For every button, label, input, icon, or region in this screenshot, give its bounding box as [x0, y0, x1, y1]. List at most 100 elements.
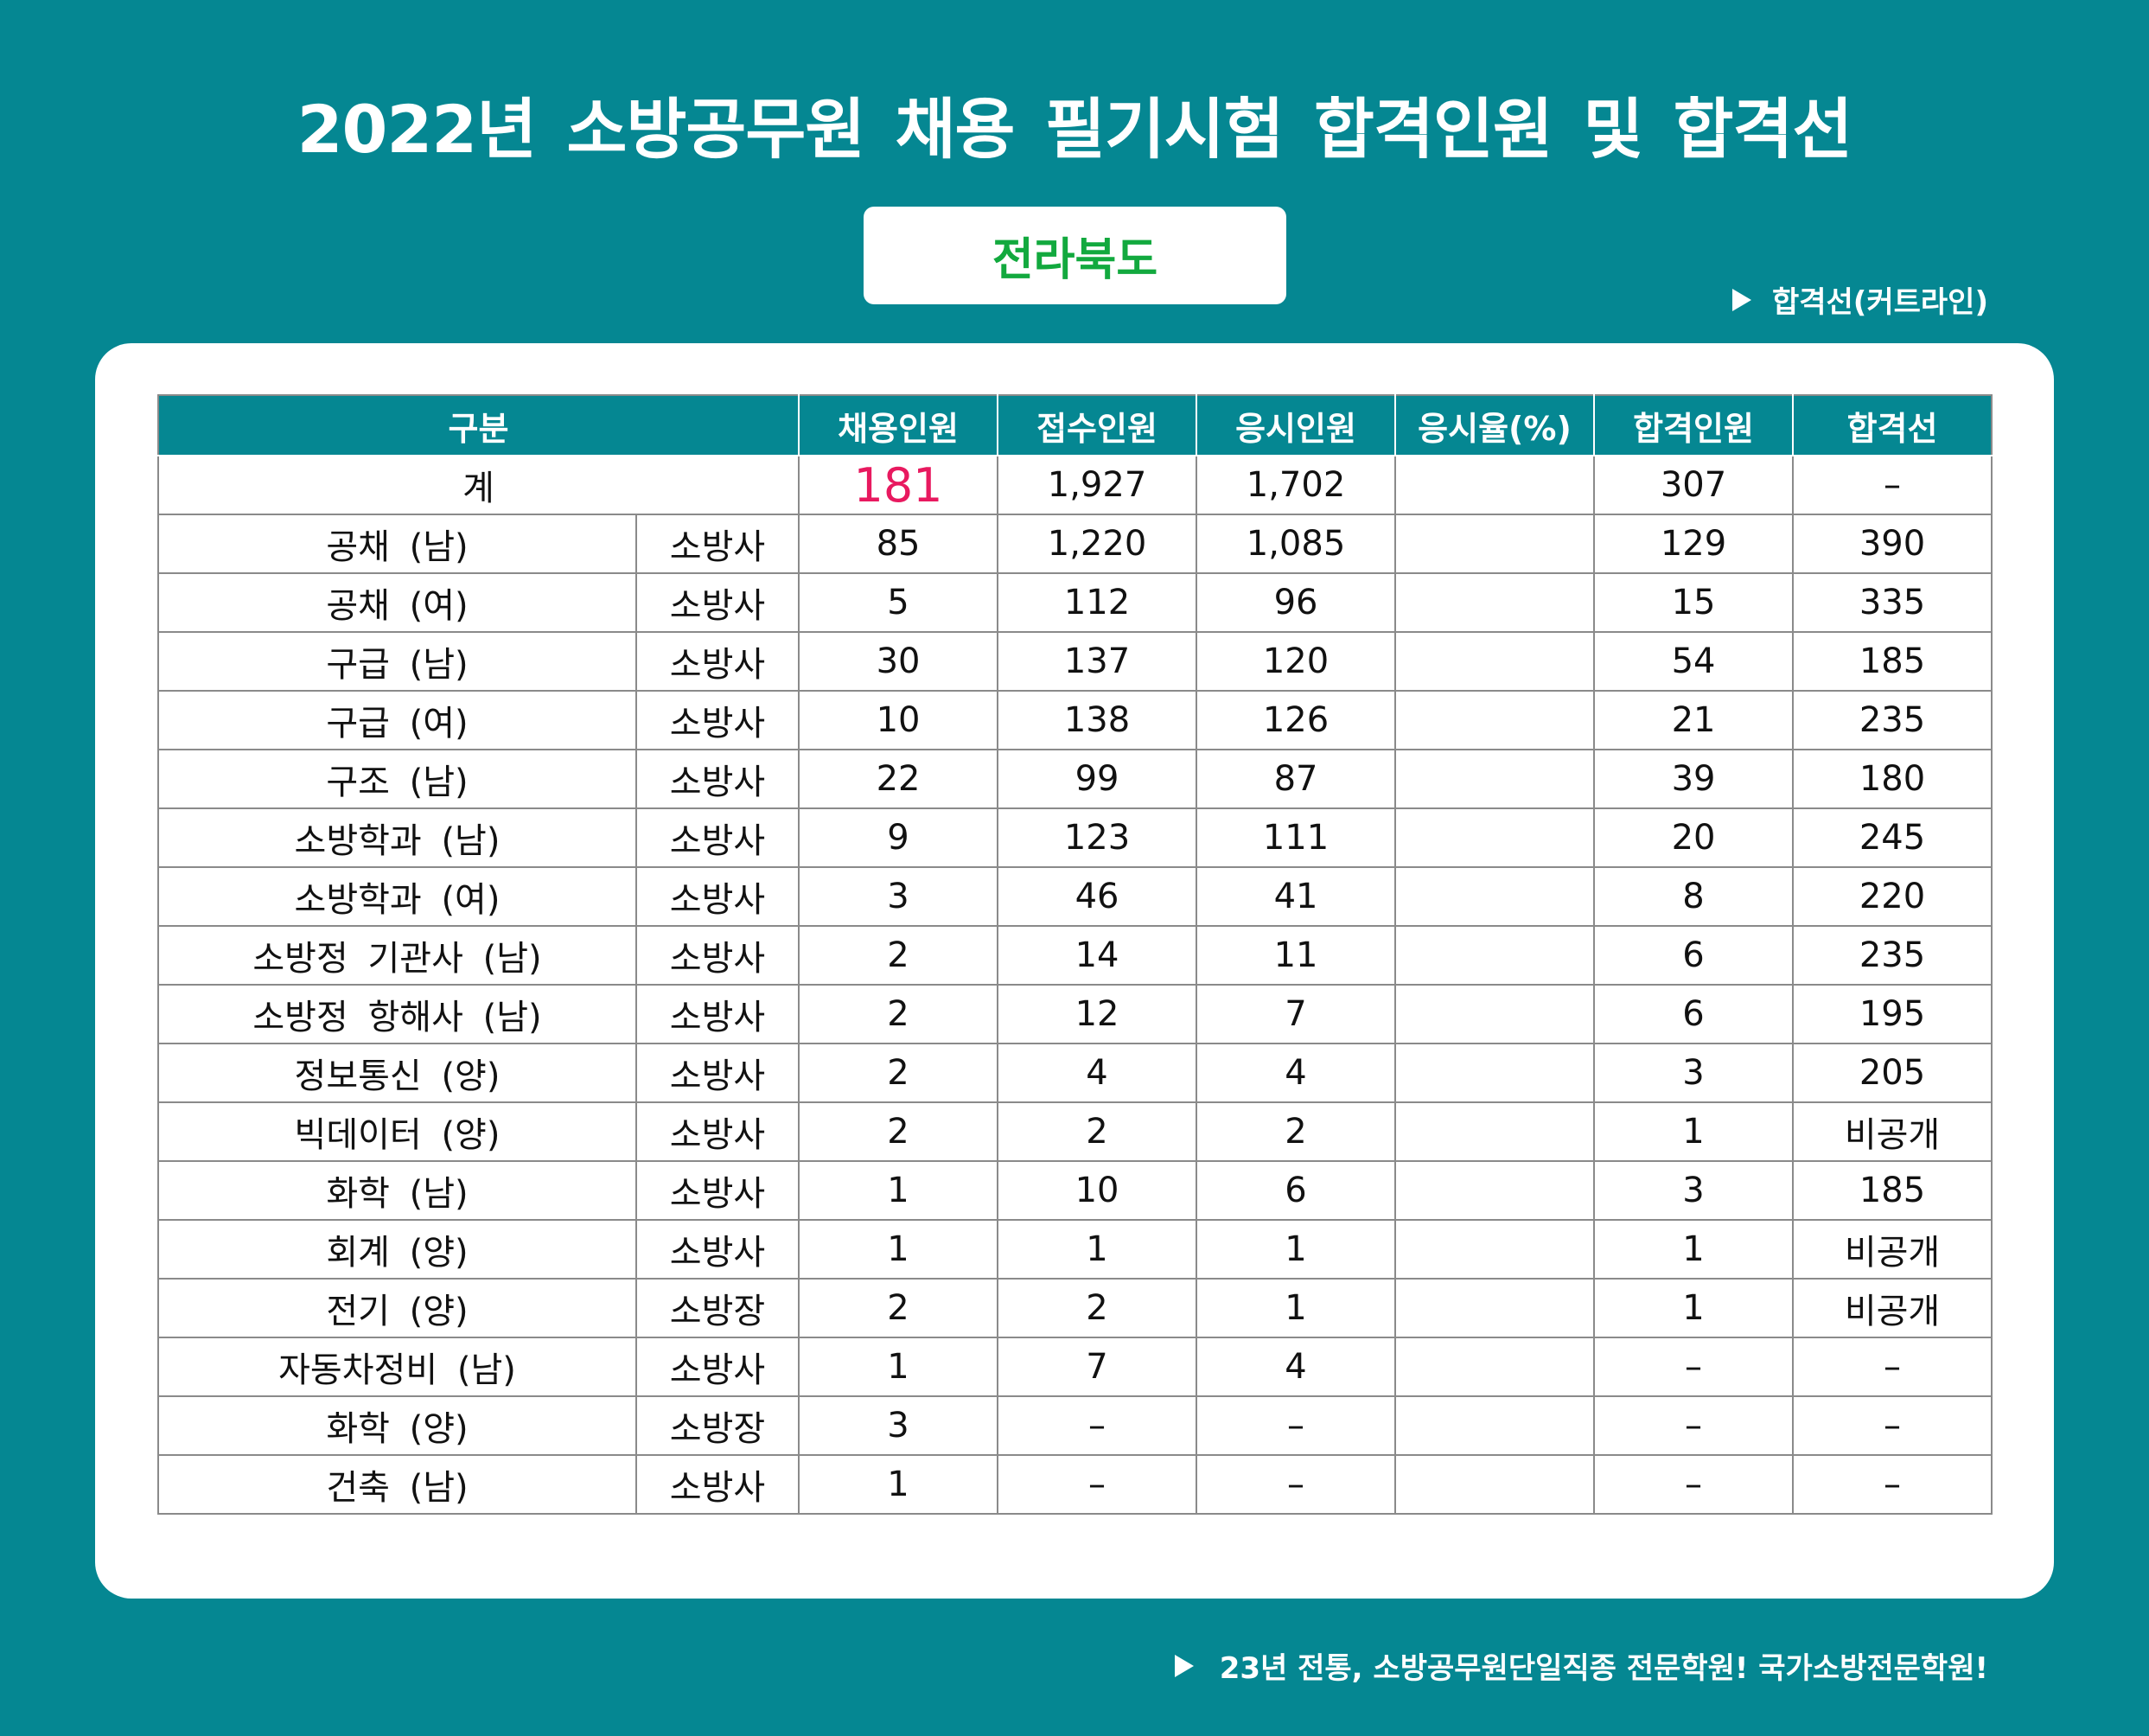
row-rank: 소방사 [634, 1337, 800, 1397]
row-rank: 소방사 [634, 1043, 800, 1103]
header-hire: 채용인원 [798, 394, 999, 456]
footer-banner: 23년 전통, 소방공무원단일직종 전문학원! 국가소방전문학원! [1174, 1644, 1988, 1687]
row-applied: – [997, 1395, 1198, 1456]
total-applied: 1,927 [997, 455, 1198, 515]
row-hire: 3 [798, 866, 999, 927]
header-category: 구분 [156, 394, 800, 456]
row-category: 건축 (남) [157, 1454, 637, 1515]
row-rate [1394, 1043, 1596, 1103]
row-took: 111 [1196, 807, 1397, 868]
row-applied: 112 [997, 572, 1198, 633]
table-row: 구급 (여) 소방사 10 138 126 21 235 [157, 690, 1993, 750]
row-hire: 10 [798, 690, 999, 750]
row-rank: 소방사 [634, 749, 800, 809]
table-row: 자동차정비 (남) 소방사 1 7 4 – – [157, 1337, 1993, 1397]
total-took: 1,702 [1196, 455, 1397, 515]
header-applied: 접수인원 [997, 394, 1198, 456]
row-hire: 2 [798, 925, 999, 986]
results-table: 구분 채용인원 접수인원 응시인원 응시율(%) 합격인원 합격선 계 181 … [156, 394, 1993, 1515]
row-applied: 2 [997, 1278, 1198, 1338]
table-row: 구조 (남) 소방사 22 99 87 39 180 [157, 749, 1993, 809]
row-category: 공채 (남) [157, 514, 637, 574]
region-badge: 전라북도 [864, 207, 1286, 304]
row-applied: 7 [997, 1337, 1198, 1397]
row-category: 소방정 기관사 (남) [157, 925, 637, 986]
row-took: 126 [1196, 690, 1397, 750]
table-row: 화학 (남) 소방사 1 10 6 3 185 [157, 1160, 1993, 1221]
row-took: 6 [1196, 1160, 1397, 1221]
row-hire: 2 [798, 1101, 999, 1162]
row-rate [1394, 866, 1596, 927]
header-took: 응시인원 [1196, 394, 1397, 456]
row-rate [1394, 690, 1596, 750]
row-took: 11 [1196, 925, 1397, 986]
row-rate [1394, 1337, 1596, 1397]
row-cutline: 220 [1792, 866, 1993, 927]
row-applied: 123 [997, 807, 1198, 868]
row-took: 1 [1196, 1278, 1397, 1338]
header-rate: 응시율(%) [1394, 394, 1596, 456]
page-title: 2022년 소방공무원 채용 필기시험 합격인원 및 합격선 [297, 91, 1853, 168]
row-took: 7 [1196, 984, 1397, 1044]
table-row: 회계 (양) 소방사 1 1 1 1 비공개 [157, 1219, 1993, 1280]
row-took: – [1196, 1454, 1397, 1515]
row-hire: 9 [798, 807, 999, 868]
total-cutline: – [1792, 455, 1993, 515]
row-rate [1394, 1219, 1596, 1280]
table-row: 소방정 기관사 (남) 소방사 2 14 11 6 235 [157, 925, 1993, 986]
table-row: 소방정 항해사 (남) 소방사 2 12 7 6 195 [157, 984, 1993, 1044]
total-row: 계 181 1,927 1,702 307 – [156, 455, 1993, 515]
row-cutline: 245 [1792, 807, 1993, 868]
row-cutline: 235 [1792, 690, 1993, 750]
row-cutline: – [1792, 1337, 1993, 1397]
row-rank: 소방사 [634, 631, 800, 692]
row-applied: 10 [997, 1160, 1198, 1221]
row-passed: 3 [1593, 1043, 1795, 1103]
row-rate [1394, 807, 1596, 868]
row-cutline: 185 [1792, 1160, 1993, 1221]
row-took: 120 [1196, 631, 1397, 692]
row-passed: 3 [1593, 1160, 1795, 1221]
row-category: 구조 (남) [157, 749, 637, 809]
table-row: 정보통신 (양) 소방사 2 4 4 3 205 [157, 1043, 1993, 1103]
row-rank: 소방장 [634, 1278, 800, 1338]
row-applied: 2 [997, 1101, 1198, 1162]
cutline-note-label: 합격선(커트라인) [1771, 285, 1988, 320]
row-hire: 2 [798, 1043, 999, 1103]
row-cutline: 비공개 [1792, 1101, 1993, 1162]
row-took: 4 [1196, 1043, 1397, 1103]
row-category: 공채 (여) [157, 572, 637, 633]
row-applied: 46 [997, 866, 1198, 927]
row-passed: 1 [1593, 1278, 1795, 1338]
table-row: 소방학과 (여) 소방사 3 46 41 8 220 [157, 866, 1993, 927]
row-category: 화학 (남) [157, 1160, 637, 1221]
row-category: 소방정 항해사 (남) [157, 984, 637, 1044]
row-rate [1394, 514, 1596, 574]
row-rate [1394, 1101, 1596, 1162]
row-hire: 1 [798, 1219, 999, 1280]
row-rate [1394, 1160, 1596, 1221]
row-took: 96 [1196, 572, 1397, 633]
total-hire: 181 [798, 455, 999, 515]
region-label: 전라북도 [992, 234, 1158, 286]
row-category: 소방학과 (여) [157, 866, 637, 927]
row-cutline: 비공개 [1792, 1278, 1993, 1338]
row-cutline: 185 [1792, 631, 1993, 692]
row-category: 구급 (남) [157, 631, 637, 692]
row-hire: 1 [798, 1160, 999, 1221]
row-applied: 12 [997, 984, 1198, 1044]
row-passed: – [1593, 1395, 1795, 1456]
row-took: 2 [1196, 1101, 1397, 1162]
row-cutline: – [1792, 1395, 1993, 1456]
row-applied: 4 [997, 1043, 1198, 1103]
row-rank: 소방사 [634, 984, 800, 1044]
row-hire: 85 [798, 514, 999, 574]
row-passed: 8 [1593, 866, 1795, 927]
row-category: 회계 (양) [157, 1219, 637, 1280]
row-rank: 소방사 [634, 866, 800, 927]
row-rank: 소방사 [634, 807, 800, 868]
row-cutline: 195 [1792, 984, 1993, 1044]
row-passed: 6 [1593, 984, 1795, 1044]
row-hire: 30 [798, 631, 999, 692]
row-cutline: 390 [1792, 514, 1993, 574]
